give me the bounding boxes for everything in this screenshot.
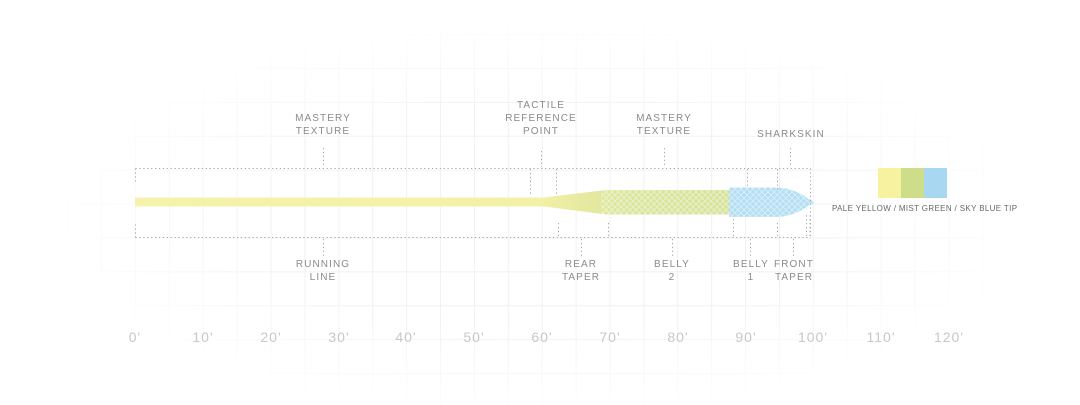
axis-tick-90ft: 90' <box>735 329 757 345</box>
axis-tick-0ft: 0' <box>128 329 142 345</box>
annotation-front-taper: FRONT TAPER <box>774 259 814 283</box>
color-legend-label: PALE YELLOW / MIST GREEN / SKY BLUE TIP <box>832 204 1018 213</box>
top-bracket <box>135 168 811 237</box>
annotation-rear-taper: REAR TAPER <box>561 259 601 283</box>
annotation-tactile-reference-point: TACTILE REFERENCE POINT <box>505 100 577 137</box>
axis-tick-10ft: 10' <box>192 329 214 345</box>
axis-tick-30ft: 30' <box>328 329 350 345</box>
bottom-label-connectors <box>323 239 794 256</box>
belly-texture-hatch <box>601 190 729 215</box>
top-label-connectors <box>323 148 791 167</box>
axis-tick-120ft: 120' <box>933 329 965 345</box>
annotation-mastery-texture-2: MASTERY TEXTURE <box>636 113 692 137</box>
axis-tick-110ft: 110' <box>866 329 896 345</box>
annotation-sharkskin: SHARKSKIN <box>757 129 825 140</box>
color-legend-swatches <box>878 168 947 198</box>
tip-texture-hatch <box>729 187 815 217</box>
axis-tick-50ft: 50' <box>463 329 485 345</box>
axis-tick-80ft: 80' <box>667 329 689 345</box>
annotation-mastery-texture-1: MASTERY TEXTURE <box>295 113 351 137</box>
annotation-running-line: RUNNING LINE <box>295 259 351 283</box>
swatch-pale-yellow <box>878 168 901 198</box>
axis-tick-20ft: 20' <box>260 329 282 345</box>
axis-tick-60ft: 60' <box>531 329 553 345</box>
bottom-bracket <box>135 213 811 238</box>
axis-tick-40ft: 40' <box>395 329 417 345</box>
swatch-mist-green <box>901 168 924 198</box>
axis-tick-70ft: 70' <box>599 329 621 345</box>
annotation-belly-2: BELLY 2 <box>654 259 690 283</box>
annotation-belly-1: BELLY 1 <box>733 259 769 283</box>
axis-tick-100ft: 100' <box>797 329 829 345</box>
fly-line-body <box>135 190 729 215</box>
swatch-sky-blue <box>924 168 947 198</box>
